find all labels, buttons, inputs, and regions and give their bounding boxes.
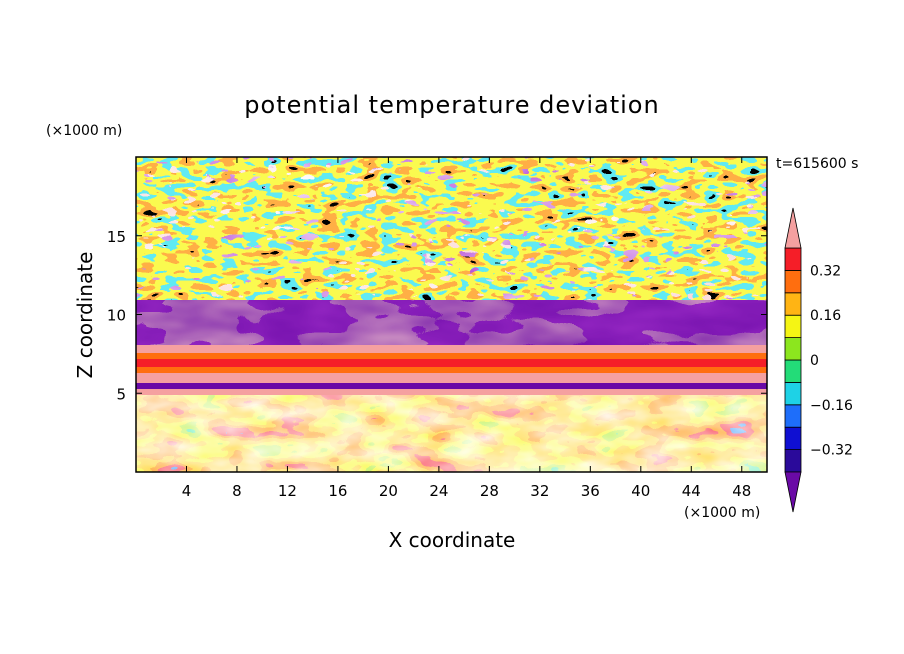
inversion-band-5 bbox=[136, 383, 767, 389]
x-tick-label: 20 bbox=[379, 482, 398, 500]
chart-title: potential temperature deviation bbox=[244, 91, 659, 119]
x-tick-label: 28 bbox=[480, 482, 499, 500]
colorbar-bin bbox=[784, 337, 802, 361]
inversion-band-4 bbox=[136, 373, 767, 383]
time-label: t=615600 s bbox=[776, 156, 858, 172]
y-tick-label: 15 bbox=[107, 228, 126, 246]
y-unit-label: (×1000 m) bbox=[46, 123, 122, 139]
x-tick-label: 24 bbox=[429, 482, 448, 500]
colorbar-bin bbox=[784, 404, 802, 428]
inversion-band-6 bbox=[136, 389, 767, 395]
colorbar-bin bbox=[784, 269, 802, 294]
x-tick-label: 4 bbox=[182, 482, 192, 500]
colorbar-tick-label: 0.16 bbox=[810, 308, 841, 324]
colorbar-bin bbox=[784, 449, 802, 473]
y-tick-label: 5 bbox=[116, 385, 126, 403]
inversion-band-top bbox=[136, 345, 767, 353]
colorbar-extend-min bbox=[784, 471, 802, 513]
colorbar-bin bbox=[784, 426, 802, 451]
colorbar-bin bbox=[784, 314, 802, 339]
x-tick-label: 40 bbox=[631, 482, 650, 500]
x-tick-label: 16 bbox=[328, 482, 347, 500]
colorbar-tick-label: 0.32 bbox=[810, 263, 841, 279]
boundary-layer-field bbox=[136, 395, 767, 472]
mid-layer-blobs bbox=[136, 300, 767, 350]
x-tick-label: 36 bbox=[581, 482, 600, 500]
x-axis-label: X coordinate bbox=[389, 528, 516, 552]
x-tick-label: 44 bbox=[682, 482, 701, 500]
colorbar-bin bbox=[784, 292, 802, 316]
colorbar: 0.32 0.16 0 −0.16 −0.32 bbox=[784, 207, 853, 513]
heatmap-field bbox=[136, 157, 767, 472]
colorbar-bin bbox=[784, 247, 802, 271]
y-tick-label: 10 bbox=[107, 307, 126, 325]
colorbar-bin bbox=[784, 359, 802, 383]
inversion-band-1 bbox=[136, 353, 767, 359]
inversion-band-2 bbox=[136, 359, 767, 367]
colorbar-tick-label: −0.16 bbox=[810, 398, 853, 414]
x-tick-label: 32 bbox=[530, 482, 549, 500]
colorbar-extend-max bbox=[784, 207, 802, 249]
colorbar-tick-label: 0 bbox=[810, 353, 819, 369]
y-axis-label: Z coordinate bbox=[73, 252, 97, 379]
x-axis-ticks: 4 8 12 16 20 24 28 32 36 40 44 48 bbox=[182, 157, 751, 500]
x-tick-label: 48 bbox=[732, 482, 751, 500]
y-axis-ticks: 5 10 15 bbox=[107, 228, 767, 403]
colorbar-tick-label: −0.32 bbox=[810, 443, 853, 459]
x-tick-label: 12 bbox=[278, 482, 297, 500]
x-tick-label: 8 bbox=[232, 482, 242, 500]
inversion-band-3 bbox=[136, 367, 767, 373]
x-unit-label: (×1000 m) bbox=[684, 505, 760, 521]
colorbar-bin bbox=[784, 381, 802, 406]
